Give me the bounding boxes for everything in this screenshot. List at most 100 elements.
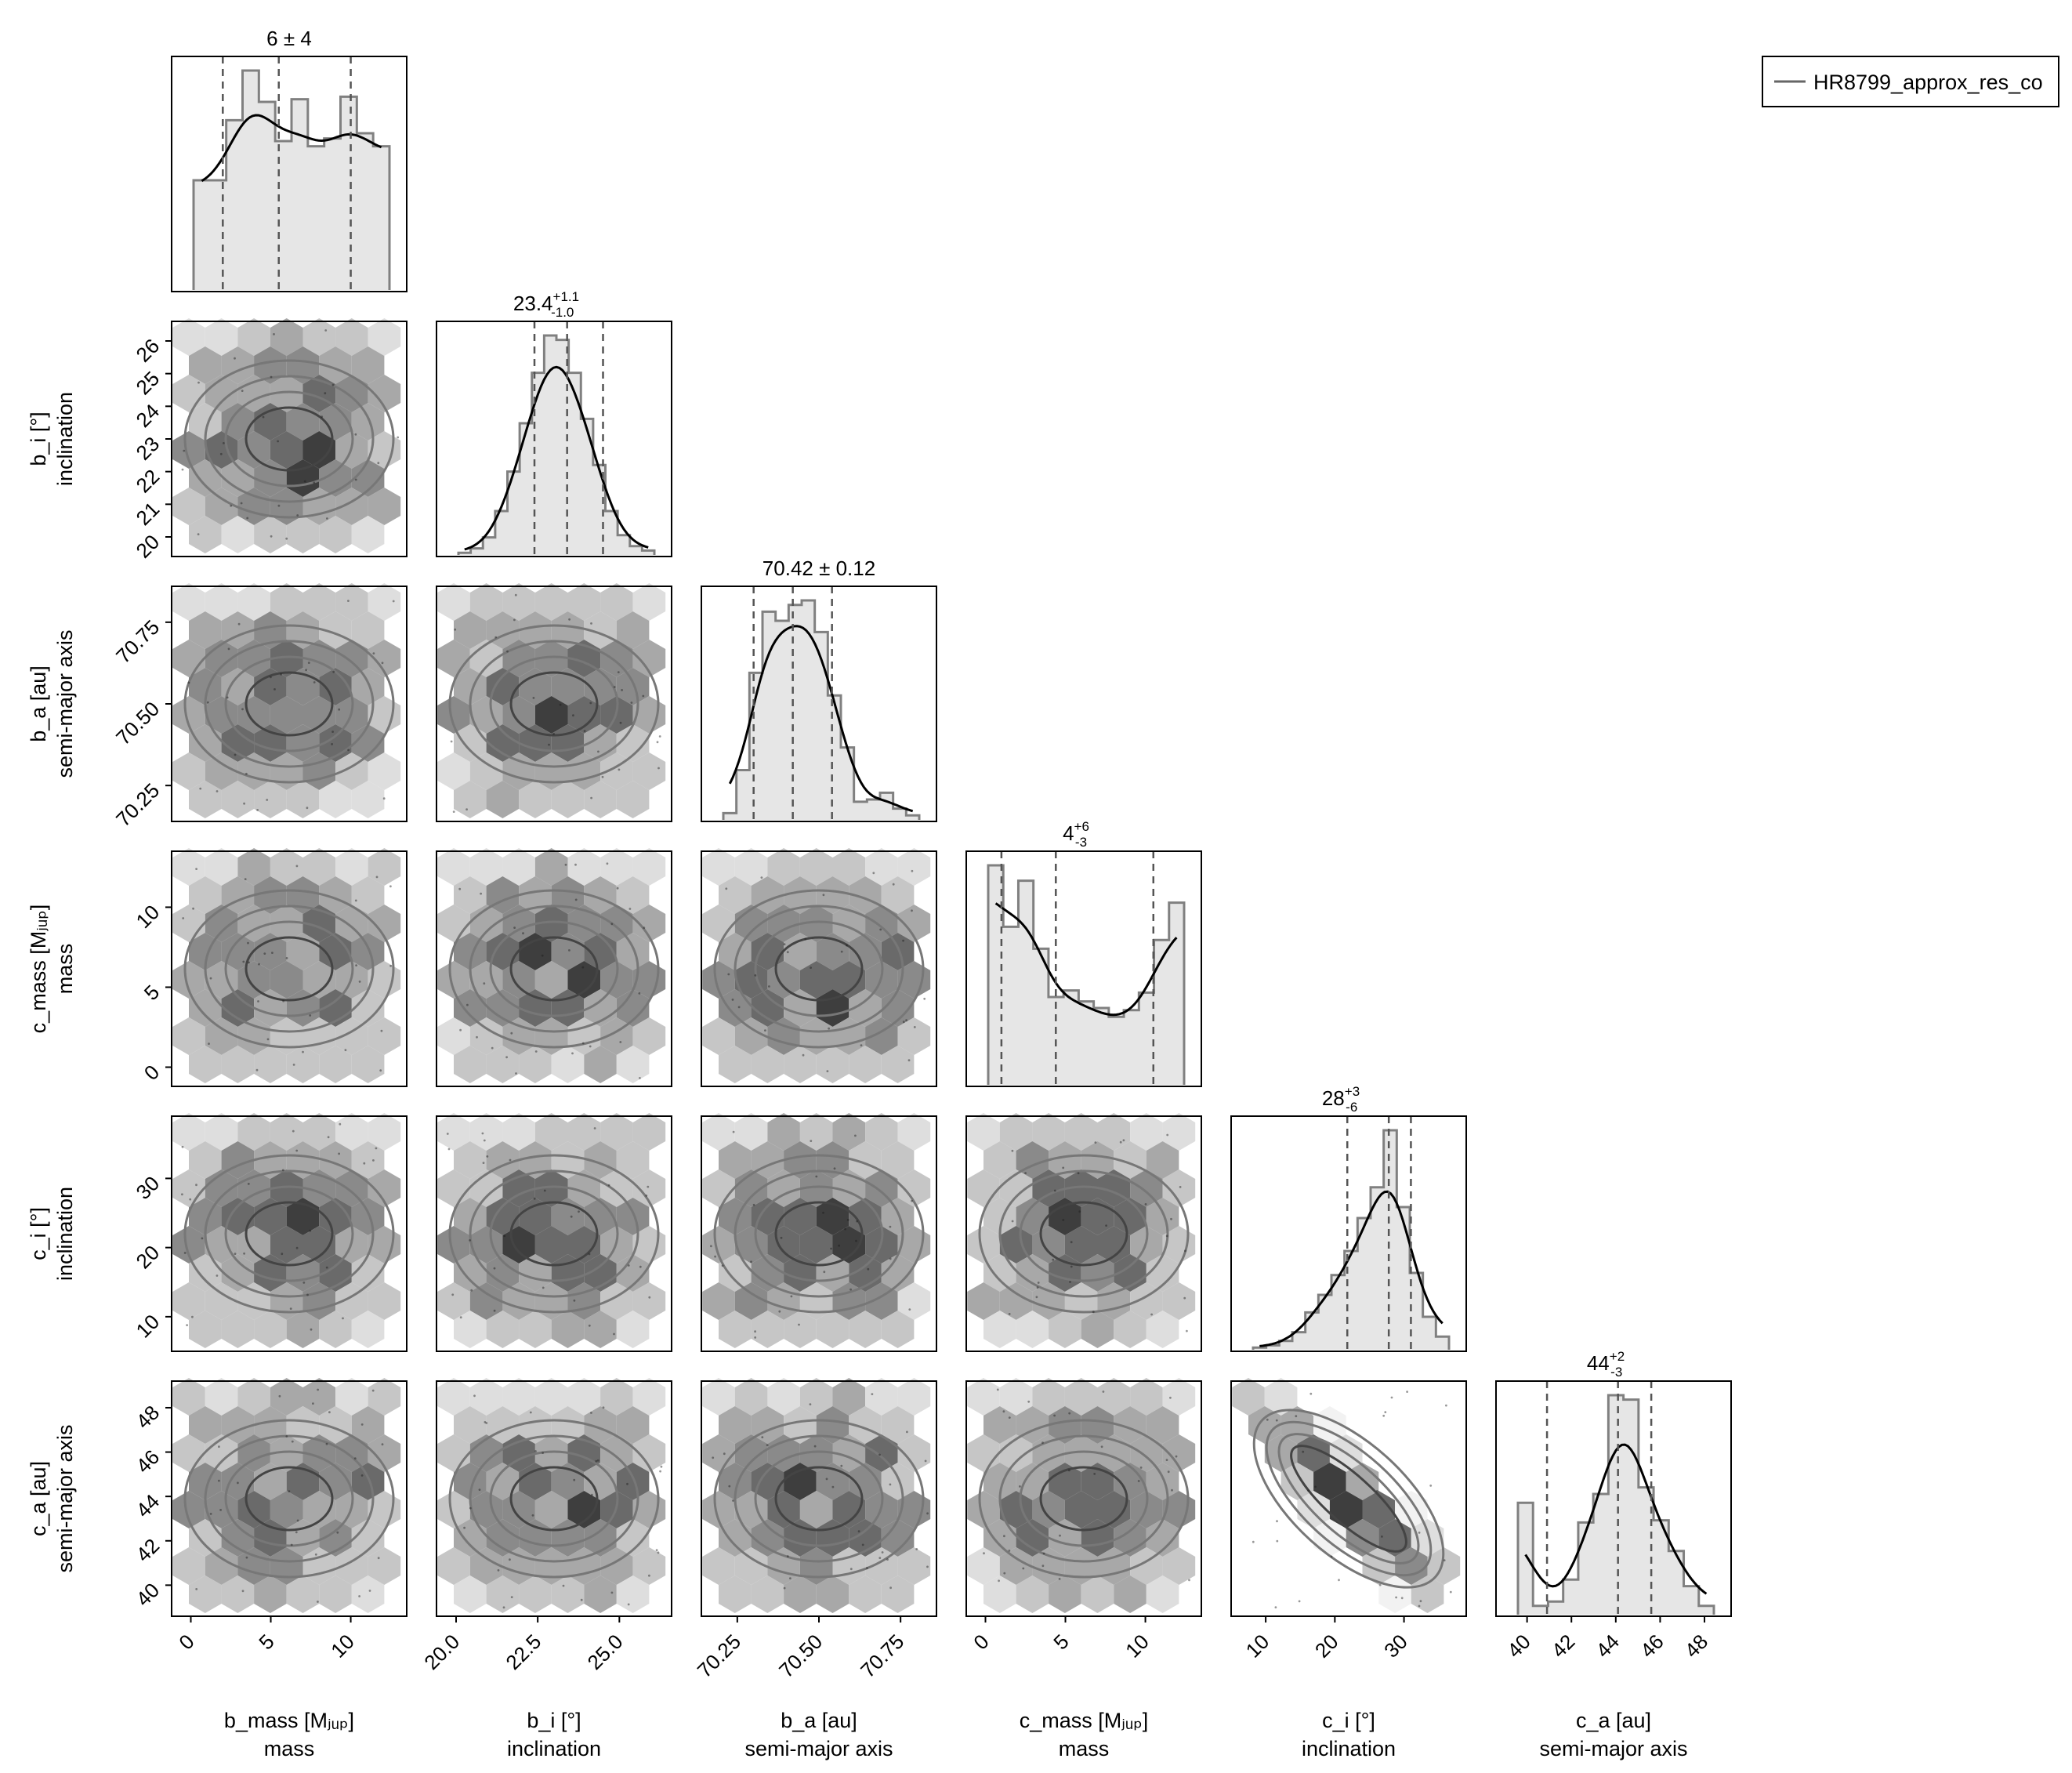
scatter-point — [344, 1049, 347, 1052]
y-tick-label: 70.25 — [111, 778, 164, 831]
scatter-point — [613, 1332, 615, 1336]
x-axis-sublabel-c_a: semi-major axis — [1539, 1737, 1687, 1760]
hexbin-cell — [469, 583, 503, 621]
scatter-point — [306, 1293, 309, 1296]
hexbin-cell — [221, 668, 255, 705]
scatter-point — [1309, 1392, 1313, 1395]
x-tick-label: 0 — [969, 1630, 993, 1654]
scatter-point — [1068, 1469, 1070, 1472]
hexbin-cell — [221, 724, 255, 762]
hexbin-cell — [172, 1017, 205, 1055]
scatter-point — [768, 985, 770, 988]
hexbin-cell — [1362, 1491, 1396, 1528]
hexbin-cell — [865, 1169, 898, 1207]
hexbin-cell — [1162, 1282, 1196, 1320]
hexbin-cell — [172, 1547, 205, 1585]
y-tick-label: 22 — [132, 465, 165, 498]
contour-level-1 — [754, 1185, 884, 1282]
hexbin-cell — [1064, 1226, 1098, 1264]
scatter-point — [354, 478, 357, 481]
hexbin-cell — [189, 1254, 222, 1292]
scatter-point — [568, 618, 571, 621]
scatter-point — [613, 686, 616, 688]
hexbin-cell — [237, 1378, 270, 1416]
y-tick-label: 30 — [132, 1171, 165, 1204]
scatter-point — [347, 600, 350, 602]
y-axis-label-c_mass: c_mass [Mⱼᵤₚ] — [27, 905, 50, 1034]
hexbin-cell — [469, 1491, 503, 1528]
summary-title-c_i: 28+3 -6 — [1322, 1084, 1360, 1115]
scatter-point — [854, 1134, 857, 1137]
scatter-point — [234, 357, 236, 360]
scatter-point — [1183, 1296, 1186, 1300]
scatter-point — [750, 1260, 752, 1264]
hexbin-cell — [1016, 1575, 1049, 1613]
contour-level-0 — [245, 1201, 334, 1267]
y-axis-sublabel-c_a: semi-major axis — [53, 1424, 77, 1572]
hexbin-cell — [799, 848, 833, 886]
contour-level-0 — [1039, 1201, 1128, 1267]
scatter-point — [627, 1603, 630, 1606]
scatter-point — [924, 1459, 927, 1463]
scatter-point — [872, 872, 875, 875]
kde-curve-b_i — [464, 365, 649, 551]
scatter-point — [355, 964, 357, 966]
hexbin-cell — [897, 1169, 931, 1207]
hexbin-cell — [205, 961, 238, 999]
hexbin-cell — [1016, 1519, 1049, 1557]
summary-minus: -1.0 — [551, 305, 574, 320]
hexbin-cell — [469, 752, 503, 790]
scatter-point — [226, 696, 229, 699]
hexbin-cell — [551, 1254, 585, 1292]
scatter-point — [187, 681, 190, 684]
scatter-point — [754, 1330, 756, 1333]
hexbin-cell — [286, 876, 320, 914]
hexbin-cell — [983, 1254, 1016, 1292]
scatter-point — [1295, 1415, 1298, 1418]
scatter-point — [510, 1032, 513, 1035]
scatter-point — [902, 939, 904, 942]
legend: HR8799_approx_res_co — [1762, 56, 2059, 107]
hexbin-cell — [816, 1254, 849, 1292]
hexbin-cell — [368, 1282, 401, 1320]
hexbin-cell — [1049, 1141, 1081, 1179]
hexbin-cell — [1313, 1463, 1346, 1500]
hexbin-cell — [205, 1282, 238, 1320]
x-axis-label-b_mass: b_mass [Mⱼᵤₚ] — [224, 1709, 354, 1732]
hexbin-cell — [469, 1113, 503, 1151]
hexbin-cell — [335, 848, 368, 886]
hexbin-cell — [534, 905, 568, 942]
scatter-point — [1378, 1583, 1382, 1586]
contour-level-0 — [245, 1466, 334, 1532]
hexbin-cell — [286, 516, 320, 553]
hexbin-cell — [486, 781, 520, 818]
hexbin-cell — [351, 1046, 385, 1083]
hexbin-cell — [1297, 1434, 1330, 1472]
scatter-point — [728, 1485, 731, 1488]
scatter-point — [596, 1459, 600, 1462]
scatter-point — [1382, 1414, 1386, 1417]
scatter-point — [360, 1474, 364, 1477]
hexbin-cell — [1049, 1463, 1081, 1500]
hexbin-cell — [767, 1378, 800, 1416]
hexbin-cell — [881, 1198, 915, 1235]
scatter-point — [1037, 1282, 1040, 1284]
hexbin-cell — [799, 1169, 833, 1207]
scatter-point — [810, 966, 812, 969]
x-axis-sublabel-c_i: inclination — [1302, 1737, 1396, 1760]
hexbin-cell — [302, 848, 336, 886]
hexbin-cell — [600, 640, 633, 677]
scatter-point — [485, 1422, 488, 1424]
scatter-point — [483, 1139, 486, 1142]
contour-level-3 — [183, 1154, 395, 1314]
scatter-point — [234, 753, 237, 756]
hexbin-cell — [454, 1311, 487, 1348]
contour-level-2 — [734, 1434, 904, 1563]
hexbin-cell — [784, 1463, 817, 1500]
legend-box — [1762, 56, 2059, 107]
scatter-point — [513, 926, 516, 929]
hexbin-cell — [270, 1491, 303, 1528]
scatter-point — [660, 1465, 663, 1468]
hexbin-cell — [454, 1254, 487, 1292]
hexbin-cell — [368, 318, 401, 356]
